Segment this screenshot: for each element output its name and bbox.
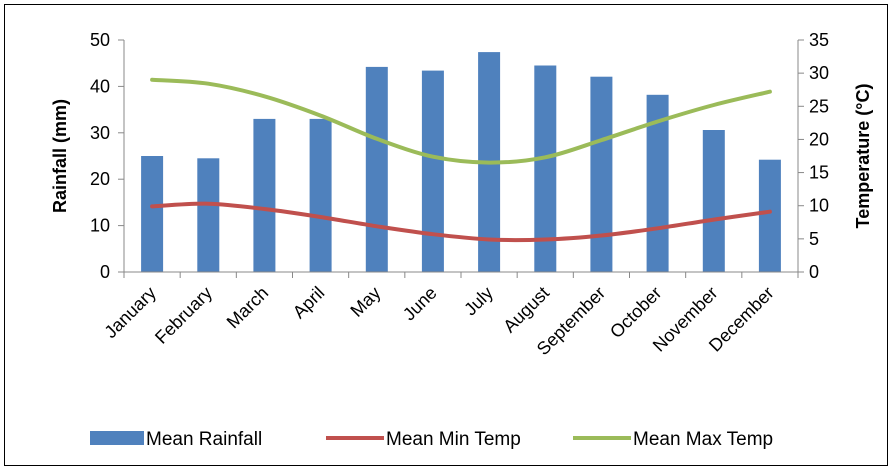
y-tick-label-right: 15	[809, 163, 829, 183]
y-tick-label-right: 35	[809, 30, 829, 50]
y-axis-title-right: Temperature (°C)	[853, 84, 873, 229]
y-ticks-left: 0 10 20 30 40 50	[90, 30, 124, 282]
bar-rainfall-january	[141, 156, 164, 272]
line-mean-max-temp	[150, 77, 772, 165]
x-tick-label-march: March	[223, 283, 273, 333]
y-tick-label-right: 25	[809, 96, 829, 116]
bar-rainfall-november	[702, 130, 725, 272]
y-tick-label-left: 30	[90, 123, 110, 143]
y-tick-label-left: 50	[90, 30, 110, 50]
legend-swatch-mean-rainfall	[90, 431, 144, 445]
y-tick-label-right: 5	[809, 229, 819, 249]
bar-rainfall-september	[590, 76, 613, 272]
bar-rainfall-august	[534, 65, 557, 272]
rainfall-bars	[141, 52, 781, 273]
y-tick-label-left: 40	[90, 76, 110, 96]
x-tick-label-may: May	[346, 283, 384, 321]
y-axis-title-left: Rainfall (mm)	[50, 99, 70, 213]
bar-rainfall-december	[758, 159, 781, 272]
line-mean-min-temp	[150, 201, 772, 243]
x-tick-label-february: February	[151, 283, 216, 348]
bar-rainfall-june	[421, 70, 444, 272]
x-tick-label-june: June	[399, 283, 441, 325]
y-tick-label-left: 0	[100, 262, 110, 282]
bar-rainfall-may	[365, 66, 388, 273]
bar-rainfall-february	[197, 158, 220, 272]
y-tick-label-right: 10	[809, 196, 829, 216]
x-tick-label-july: July	[460, 283, 497, 320]
legend-label-mean-rainfall: Mean Rainfall	[146, 429, 262, 450]
y-tick-label-right: 30	[809, 63, 829, 83]
x-tick-label-april: April	[289, 283, 329, 323]
bar-rainfall-march	[253, 118, 276, 273]
y-tick-label-left: 20	[90, 169, 110, 189]
y-ticks-right: 0 5 10 15 20 25 30 35	[798, 30, 829, 282]
y-tick-label-right: 20	[809, 129, 829, 149]
legend-label-mean-min-temp: Mean Min Temp	[386, 429, 521, 450]
legend-label-mean-max-temp: Mean Max Temp	[633, 429, 773, 450]
temperature-lines	[150, 77, 772, 243]
x-tick-label-august: August	[499, 283, 553, 337]
bar-rainfall-april	[309, 118, 332, 273]
legend: Mean Rainfall Mean Min Temp Mean Max Temp	[90, 429, 773, 450]
y-tick-label-left: 10	[90, 216, 110, 236]
y-tick-label-right: 0	[809, 262, 819, 282]
